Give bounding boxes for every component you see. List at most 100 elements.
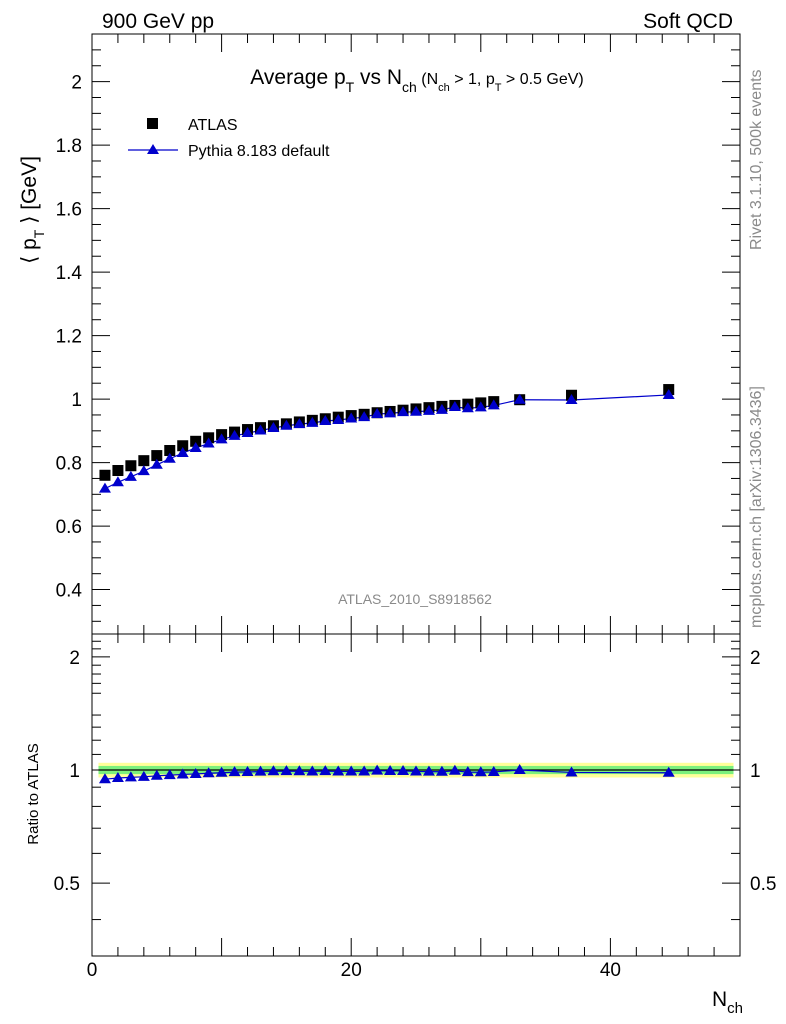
ratio-point xyxy=(410,765,422,776)
pythia-point xyxy=(202,437,215,448)
ratio-point xyxy=(280,765,293,776)
legend-pythia-marker xyxy=(147,144,159,154)
ratio-data-points xyxy=(98,763,675,784)
ratio-line xyxy=(104,769,669,780)
pythia-point xyxy=(513,393,526,404)
pythia-point xyxy=(163,452,176,463)
y-tick-label: 0.4 xyxy=(56,581,83,602)
atlas-point xyxy=(125,460,137,472)
ratio-point xyxy=(228,766,241,777)
title-vs: vs N xyxy=(354,66,402,89)
pythia-point xyxy=(319,414,332,425)
ratio-y-tick-label-right: 0.5 xyxy=(750,874,776,895)
title-cut-sub1: ch xyxy=(438,82,450,94)
xlabel-main: N xyxy=(712,988,727,1011)
y-tick-label: 1 xyxy=(71,390,82,411)
ratio-y-tick-label-right: 2 xyxy=(750,648,761,669)
ratio-point xyxy=(319,765,332,776)
ratio-point xyxy=(565,766,578,777)
ratio-y-tick-label: 0.5 xyxy=(54,874,80,895)
pythia-point xyxy=(474,401,487,412)
pythia-point xyxy=(306,416,319,427)
xlabel-sub: ch xyxy=(727,1000,743,1017)
pythia-point xyxy=(228,429,241,440)
main-plot: 0.4 0.6 0.8 1 1.2 1.4 1.6 1.8 2 xyxy=(56,33,741,635)
pythia-point xyxy=(422,404,435,415)
title-sub2: ch xyxy=(402,79,417,95)
pythia-point xyxy=(487,399,500,410)
pythia-point xyxy=(150,458,163,469)
y-tick-label: 1.8 xyxy=(56,136,82,157)
ratio-point xyxy=(215,766,228,777)
y-tick-label: 1.6 xyxy=(56,200,82,221)
pythia-point xyxy=(189,441,202,452)
atlas-point xyxy=(112,465,124,477)
ratio-point xyxy=(332,765,345,776)
ratio-point xyxy=(241,765,254,776)
legend-atlas-label: ATLAS xyxy=(188,117,238,134)
ratio-y-tick-label-right: 1 xyxy=(750,761,761,782)
ratio-point xyxy=(254,765,267,776)
legend: ATLAS Pythia 8.183 default xyxy=(128,117,330,160)
pythia-point xyxy=(176,447,189,458)
title-cut-mid: > 1, p xyxy=(450,71,495,88)
ratio-point xyxy=(513,763,526,774)
pythia-point xyxy=(662,388,675,399)
y-tick-label: 2 xyxy=(71,73,82,94)
header-left: 900 GeV pp xyxy=(102,10,214,33)
ylabel-close: ⟩ [GeV] xyxy=(18,156,41,230)
ratio-y-tick-label: 2 xyxy=(69,648,80,669)
ratio-point xyxy=(435,765,448,776)
main-data-points xyxy=(98,384,675,493)
pythia-line xyxy=(104,394,669,490)
pythia-point xyxy=(345,412,358,423)
ratio-point xyxy=(448,764,461,775)
pythia-point xyxy=(448,401,461,412)
atlas-point xyxy=(151,450,163,462)
x-tick-labels: 0 20 40 xyxy=(87,960,621,981)
ratio-point xyxy=(163,769,176,780)
atlas-point xyxy=(99,469,111,481)
pythia-point xyxy=(137,465,150,476)
pythia-point xyxy=(124,470,137,481)
pythia-point xyxy=(332,414,345,425)
x-axis-label: Nch xyxy=(712,988,743,1017)
pythia-point xyxy=(111,476,124,487)
ylabel-sub: T xyxy=(31,229,47,238)
pythia-point xyxy=(384,407,397,418)
ratio-point xyxy=(345,765,358,776)
ratio-point xyxy=(202,767,215,778)
atlas-point xyxy=(190,435,202,447)
atlas-point xyxy=(164,445,176,457)
ratio-y-tick-labels: 0.5 0.5 1 1 2 2 xyxy=(54,648,777,895)
side-label-top: Rivet 3.1.10, 500k events xyxy=(748,69,765,250)
main-y-tick-labels: 0.4 0.6 0.8 1 1.2 1.4 1.6 1.8 2 xyxy=(56,73,83,602)
ratio-point xyxy=(422,765,435,776)
title-main: Average p xyxy=(250,66,345,89)
main-axis-ticks xyxy=(91,33,741,634)
ratio-point xyxy=(176,768,189,779)
ratio-point xyxy=(98,773,111,784)
ratio-plot-frame xyxy=(91,633,741,957)
ratio-point xyxy=(371,764,384,775)
y-tick-label: 0.8 xyxy=(56,454,82,475)
pythia-point xyxy=(254,424,267,435)
ratio-y-axis-label: Ratio to ATLAS xyxy=(25,743,42,844)
ratio-point xyxy=(487,765,500,776)
pythia-point xyxy=(410,405,422,416)
ylabel-open: ⟨ p xyxy=(18,238,41,264)
pythia-point xyxy=(461,402,474,413)
y-axis-label: ⟨ pT ⟩ [GeV] xyxy=(18,156,47,264)
ratio-point xyxy=(267,765,280,776)
pythia-point xyxy=(565,394,578,405)
ratio-point xyxy=(124,771,137,782)
atlas-point xyxy=(138,455,150,467)
ratio-point xyxy=(358,765,371,776)
pythia-point xyxy=(358,411,371,422)
header-right: Soft QCD xyxy=(643,10,733,33)
pythia-point xyxy=(267,421,280,432)
y-tick-label: 1.4 xyxy=(56,263,83,284)
ratio-point xyxy=(150,769,163,780)
side-label-bottom: mcplots.cern.ch [arXiv:1306.3436] xyxy=(748,386,765,628)
analysis-label: ATLAS_2010_S8918562 xyxy=(338,591,492,607)
